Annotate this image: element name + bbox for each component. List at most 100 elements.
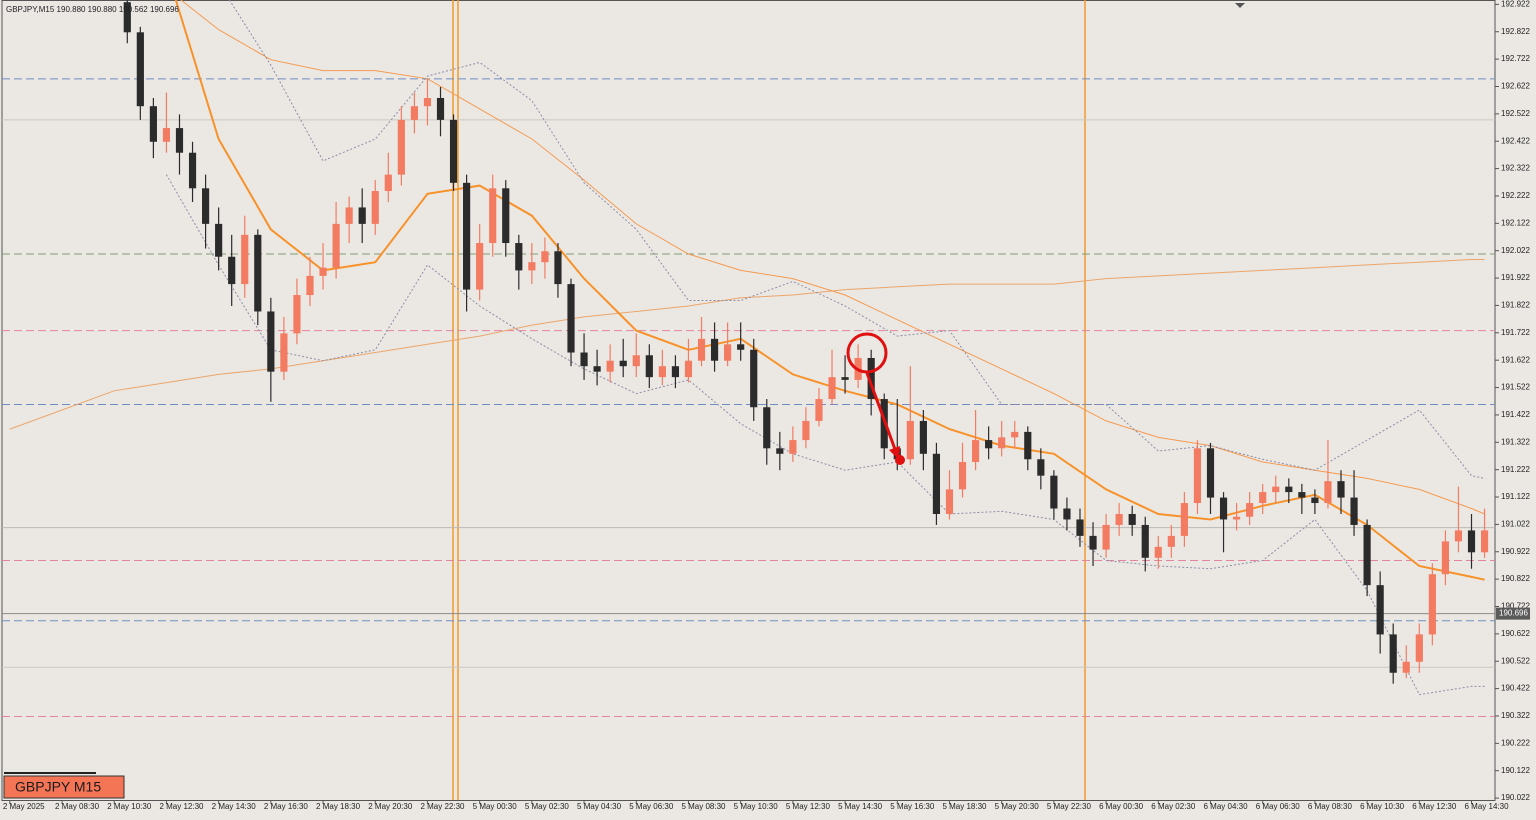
candle-body — [397, 119, 405, 175]
candle-body — [593, 366, 601, 372]
candle-body — [228, 256, 236, 285]
candle-body — [971, 440, 980, 462]
x-tick-label: 2 May 14:30 — [212, 802, 257, 811]
y-tick-label: 190.722 — [1501, 602, 1530, 611]
candle-body — [293, 295, 301, 334]
y-tick-label: 191.822 — [1501, 301, 1530, 310]
candle-body — [1272, 486, 1280, 493]
y-tick-label: 192.722 — [1501, 54, 1530, 63]
candle-body — [632, 355, 640, 367]
candle-body — [332, 223, 340, 268]
annotation-dot — [895, 455, 905, 465]
candle-body — [136, 32, 144, 107]
candle-body — [658, 366, 666, 378]
x-tick-label: 2 May 2025 — [3, 802, 45, 811]
candle-body — [998, 437, 1006, 449]
candle-body — [1415, 634, 1423, 662]
x-tick-label: 6 May 12:30 — [1412, 802, 1457, 811]
annotation-circle — [846, 332, 888, 374]
candle-body — [1219, 497, 1228, 520]
moving-average — [9, 259, 1485, 430]
symbol-box — [3, 775, 125, 799]
candle-body — [1389, 634, 1397, 673]
y-tick-label: 192.522 — [1501, 109, 1530, 118]
candle-body — [724, 344, 732, 361]
candle-body — [149, 106, 157, 142]
x-tick-label: 2 May 20:30 — [368, 802, 413, 811]
candle-body — [619, 360, 627, 367]
candle-body — [1246, 503, 1254, 517]
candle-body — [1037, 459, 1045, 476]
plot-area — [2, 0, 1495, 800]
candle-body — [763, 407, 771, 449]
y-tick-label: 191.722 — [1501, 328, 1530, 337]
x-tick-label: 2 May 16:30 — [264, 802, 309, 811]
candle-body — [1324, 481, 1332, 504]
candle-body — [867, 357, 875, 400]
x-tick-label: 6 May 00:30 — [1099, 802, 1144, 811]
candle-body — [1454, 530, 1463, 542]
candle-body — [306, 275, 314, 296]
candle-body — [515, 243, 523, 271]
candle-body — [1480, 530, 1489, 553]
x-tick-label: 5 May 12:30 — [786, 802, 831, 811]
moving-average — [180, 0, 1485, 515]
x-tick-label: 5 May 08:30 — [681, 802, 726, 811]
candle-body — [1206, 448, 1215, 498]
candle-body — [1011, 431, 1019, 438]
bollinger-band — [165, 174, 1485, 696]
y-tick-label: 190.422 — [1501, 684, 1530, 693]
x-tick-label: 6 May 14:30 — [1465, 802, 1510, 811]
x-tick-label: 6 May 10:30 — [1360, 802, 1405, 811]
y-tick-label: 192.022 — [1501, 246, 1530, 255]
candle-body — [1298, 492, 1306, 498]
candle-body — [554, 251, 562, 285]
candle-body — [215, 223, 223, 257]
candle-body — [489, 188, 497, 244]
candle-body — [985, 440, 993, 449]
y-tick-label: 190.622 — [1501, 629, 1530, 638]
candle-body — [1102, 524, 1110, 550]
x-tick-label: 5 May 00:30 — [473, 802, 518, 811]
candle-body — [1141, 524, 1149, 558]
candle-body — [1167, 535, 1175, 547]
candle-body — [802, 420, 810, 441]
y-tick-label: 192.622 — [1501, 82, 1530, 91]
y-tick-label: 190.022 — [1501, 793, 1530, 802]
candle-body — [1259, 492, 1267, 504]
candle-body — [1363, 524, 1371, 586]
candle-body — [684, 360, 693, 378]
x-tick-label: 5 May 22:30 — [1047, 802, 1092, 811]
candle-body — [1050, 475, 1058, 509]
x-tick-label: 5 May 04:30 — [577, 802, 622, 811]
candle-body — [371, 191, 379, 224]
candle-body — [1311, 497, 1319, 504]
candle-body — [710, 338, 719, 361]
candle-body — [580, 352, 588, 367]
candle-body — [815, 399, 823, 421]
candle-body — [162, 128, 171, 142]
candle-body — [789, 440, 797, 454]
candle-body — [123, 2, 131, 33]
y-tick-label: 192.122 — [1501, 218, 1530, 227]
candle-body — [202, 188, 210, 224]
candle-body — [188, 152, 197, 189]
candle-body — [541, 251, 549, 263]
x-tick-label: 2 May 22:30 — [420, 802, 465, 811]
candle-body — [449, 119, 458, 183]
candle-body — [1089, 535, 1097, 550]
candle-body — [423, 97, 432, 107]
candle-body — [945, 489, 954, 514]
x-tick-label: 5 May 02:30 — [525, 802, 570, 811]
candle-body — [358, 207, 366, 224]
plot-frame — [1, 0, 1496, 801]
x-tick-label: 6 May 02:30 — [1151, 802, 1196, 811]
candle-body — [241, 234, 249, 285]
x-tick-label: 6 May 08:30 — [1308, 802, 1353, 811]
x-tick-label: 5 May 10:30 — [734, 802, 779, 811]
candle-body — [254, 234, 262, 312]
candle-body — [1076, 519, 1084, 536]
candle-body — [502, 188, 510, 244]
